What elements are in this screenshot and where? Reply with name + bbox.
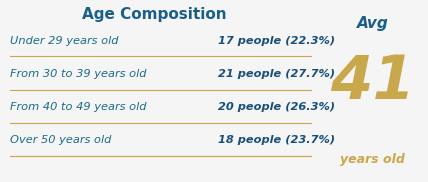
Text: 18 people (23.7%): 18 people (23.7%) <box>218 135 335 145</box>
Text: Over 50 years old: Over 50 years old <box>10 135 111 145</box>
Text: 21 people (27.7%): 21 people (27.7%) <box>218 69 335 79</box>
Text: 41: 41 <box>330 53 415 112</box>
Text: 17 people (22.3%): 17 people (22.3%) <box>218 36 335 46</box>
Text: Under 29 years old: Under 29 years old <box>10 36 119 46</box>
Text: years old: years old <box>340 153 405 166</box>
Text: From 40 to 49 years old: From 40 to 49 years old <box>10 102 146 112</box>
Text: Age Composition: Age Composition <box>82 7 226 22</box>
Text: Avg: Avg <box>357 16 389 31</box>
Text: From 30 to 39 years old: From 30 to 39 years old <box>10 69 146 79</box>
Text: 20 people (26.3%): 20 people (26.3%) <box>218 102 335 112</box>
